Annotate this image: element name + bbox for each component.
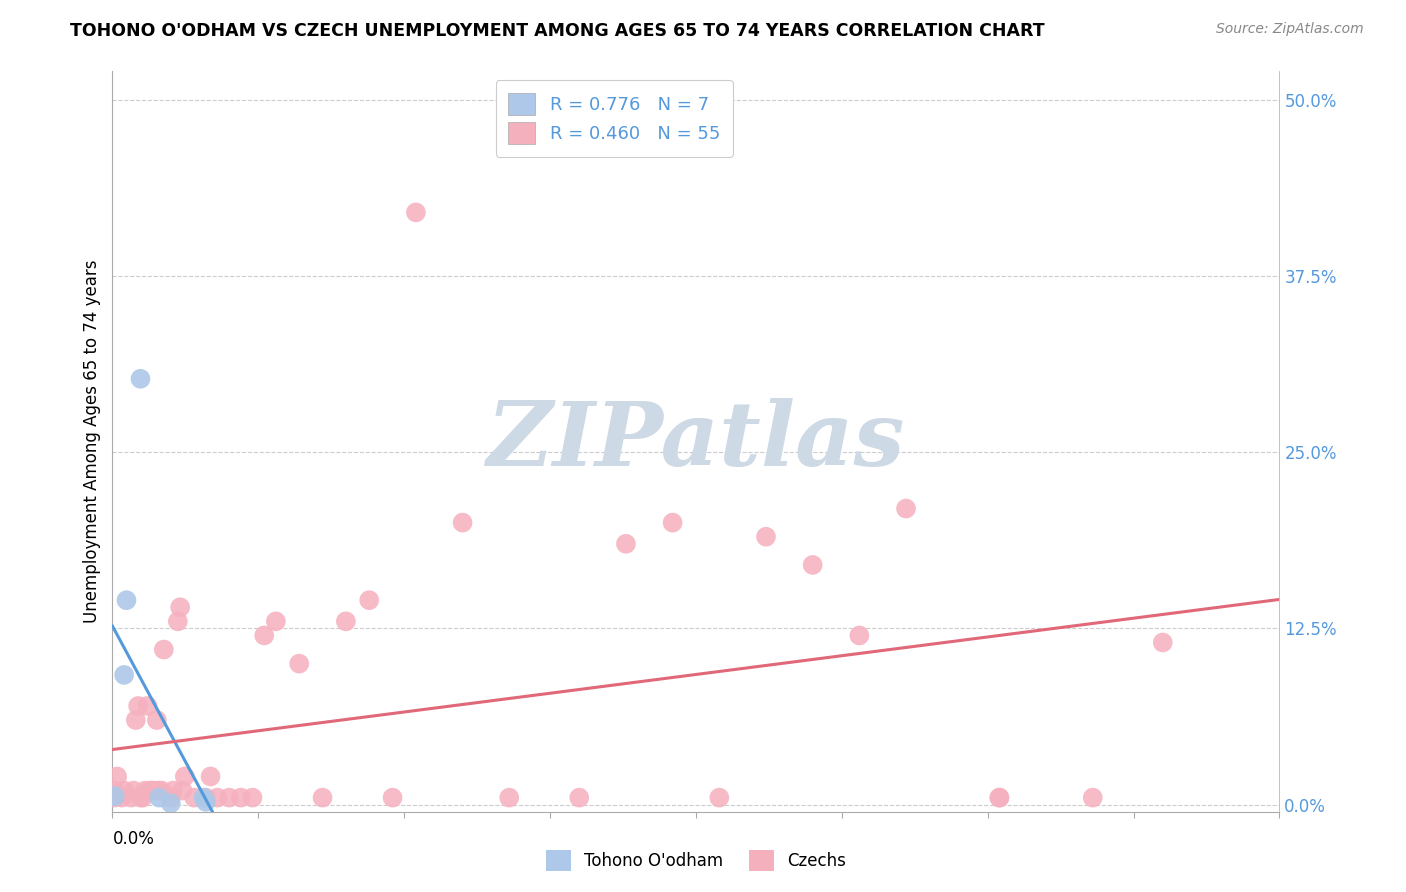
Point bbox=[129, 372, 152, 386]
Text: 0.0%: 0.0% bbox=[112, 830, 155, 848]
Point bbox=[988, 790, 1011, 805]
Point bbox=[160, 797, 183, 811]
Point bbox=[709, 790, 731, 805]
Point bbox=[498, 790, 520, 805]
Point bbox=[1081, 790, 1104, 805]
Point bbox=[988, 790, 1011, 805]
Point bbox=[405, 205, 427, 219]
Point bbox=[1152, 635, 1174, 649]
Point bbox=[112, 783, 135, 797]
Point bbox=[173, 769, 195, 783]
Point bbox=[162, 783, 184, 797]
Point bbox=[264, 615, 287, 629]
Point bbox=[335, 615, 357, 629]
Point bbox=[194, 795, 217, 809]
Point bbox=[139, 783, 162, 797]
Point bbox=[200, 769, 222, 783]
Text: ZIPatlas: ZIPatlas bbox=[488, 399, 904, 484]
Point bbox=[112, 668, 135, 682]
Point bbox=[148, 783, 170, 797]
Point bbox=[141, 783, 163, 797]
Point bbox=[105, 769, 128, 783]
Point bbox=[183, 790, 205, 805]
Point bbox=[755, 530, 778, 544]
Point bbox=[359, 593, 381, 607]
Point bbox=[193, 790, 215, 805]
Point bbox=[229, 790, 252, 805]
Point bbox=[143, 783, 166, 797]
Point bbox=[132, 790, 155, 805]
Point bbox=[125, 713, 148, 727]
Point bbox=[153, 642, 176, 657]
Point bbox=[288, 657, 311, 671]
Y-axis label: Unemployment Among Ages 65 to 74 years: Unemployment Among Ages 65 to 74 years bbox=[83, 260, 101, 624]
Point bbox=[146, 713, 169, 727]
Point bbox=[614, 537, 637, 551]
Point bbox=[801, 558, 824, 572]
Point bbox=[111, 790, 134, 805]
Text: Source: ZipAtlas.com: Source: ZipAtlas.com bbox=[1216, 22, 1364, 37]
Point bbox=[134, 783, 156, 797]
Point bbox=[194, 790, 217, 805]
Point bbox=[451, 516, 474, 530]
Point bbox=[166, 615, 188, 629]
Point bbox=[127, 698, 149, 713]
Point bbox=[242, 790, 264, 805]
Point bbox=[311, 790, 333, 805]
Point bbox=[381, 790, 404, 805]
Point bbox=[894, 501, 917, 516]
Point bbox=[122, 783, 145, 797]
Point bbox=[160, 790, 183, 805]
Point bbox=[848, 628, 870, 642]
Point bbox=[148, 790, 170, 805]
Point bbox=[104, 783, 127, 797]
Point bbox=[218, 790, 240, 805]
Point bbox=[172, 783, 194, 797]
Legend: Tohono O'odham, Czechs: Tohono O'odham, Czechs bbox=[540, 844, 852, 878]
Point bbox=[661, 516, 683, 530]
Point bbox=[207, 790, 229, 805]
Point bbox=[115, 593, 138, 607]
Point bbox=[150, 783, 173, 797]
Point bbox=[253, 628, 276, 642]
Point bbox=[120, 790, 142, 805]
Point bbox=[104, 789, 127, 804]
Point bbox=[568, 790, 591, 805]
Point bbox=[169, 600, 191, 615]
Point bbox=[104, 790, 127, 805]
Point bbox=[136, 698, 159, 713]
Point bbox=[129, 790, 152, 805]
Text: TOHONO O'ODHAM VS CZECH UNEMPLOYMENT AMONG AGES 65 TO 74 YEARS CORRELATION CHART: TOHONO O'ODHAM VS CZECH UNEMPLOYMENT AMO… bbox=[70, 22, 1045, 40]
